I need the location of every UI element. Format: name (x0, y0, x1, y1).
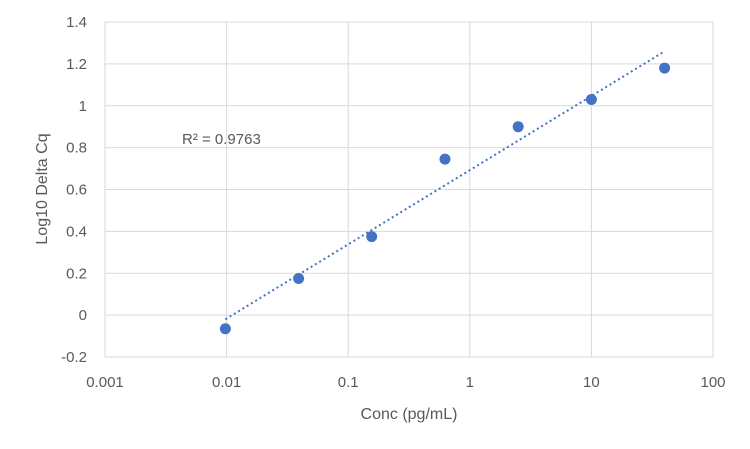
data-point (585, 93, 597, 105)
y-axis-title: Log10 Delta Cq (34, 133, 51, 244)
tick-labels: -0.2 0 0.2 0.4 0.6 0.8 1 1.2 1.4 0.001 0.01 0.1 1 10 1… (61, 14, 725, 391)
y-tick-label: 0 (79, 307, 87, 324)
data-points (219, 62, 671, 335)
y-tick-label: 1 (79, 98, 87, 115)
x-tick-label: 10 (583, 374, 600, 391)
gridlines (104, 21, 714, 358)
y-tick-label: 0.6 (66, 182, 87, 199)
x-tick-label: 1 (466, 374, 474, 391)
data-point (512, 121, 524, 133)
data-point (366, 231, 378, 243)
trendline (224, 50, 666, 321)
y-tick-label: 1.4 (66, 14, 87, 31)
plot-area-frame (104, 21, 714, 358)
r-squared-annotation: R² = 0.9763 (182, 131, 261, 148)
y-tick-label: 0.2 (66, 265, 87, 282)
y-tick-label: -0.2 (61, 349, 87, 366)
x-tick-label: 0.01 (212, 374, 241, 391)
y-tick-label: 0.8 (66, 140, 87, 157)
y-tick-label: 1.2 (66, 56, 87, 73)
data-point (219, 323, 231, 335)
data-point (659, 62, 671, 74)
x-tick-label: 0.001 (86, 374, 124, 391)
x-axis-title: Conc (pg/mL) (361, 406, 458, 423)
data-point (439, 153, 451, 165)
x-tick-label: 0.1 (338, 374, 359, 391)
x-tick-label: 100 (700, 374, 725, 391)
data-point (293, 272, 305, 284)
y-tick-label: 0.4 (66, 223, 87, 240)
